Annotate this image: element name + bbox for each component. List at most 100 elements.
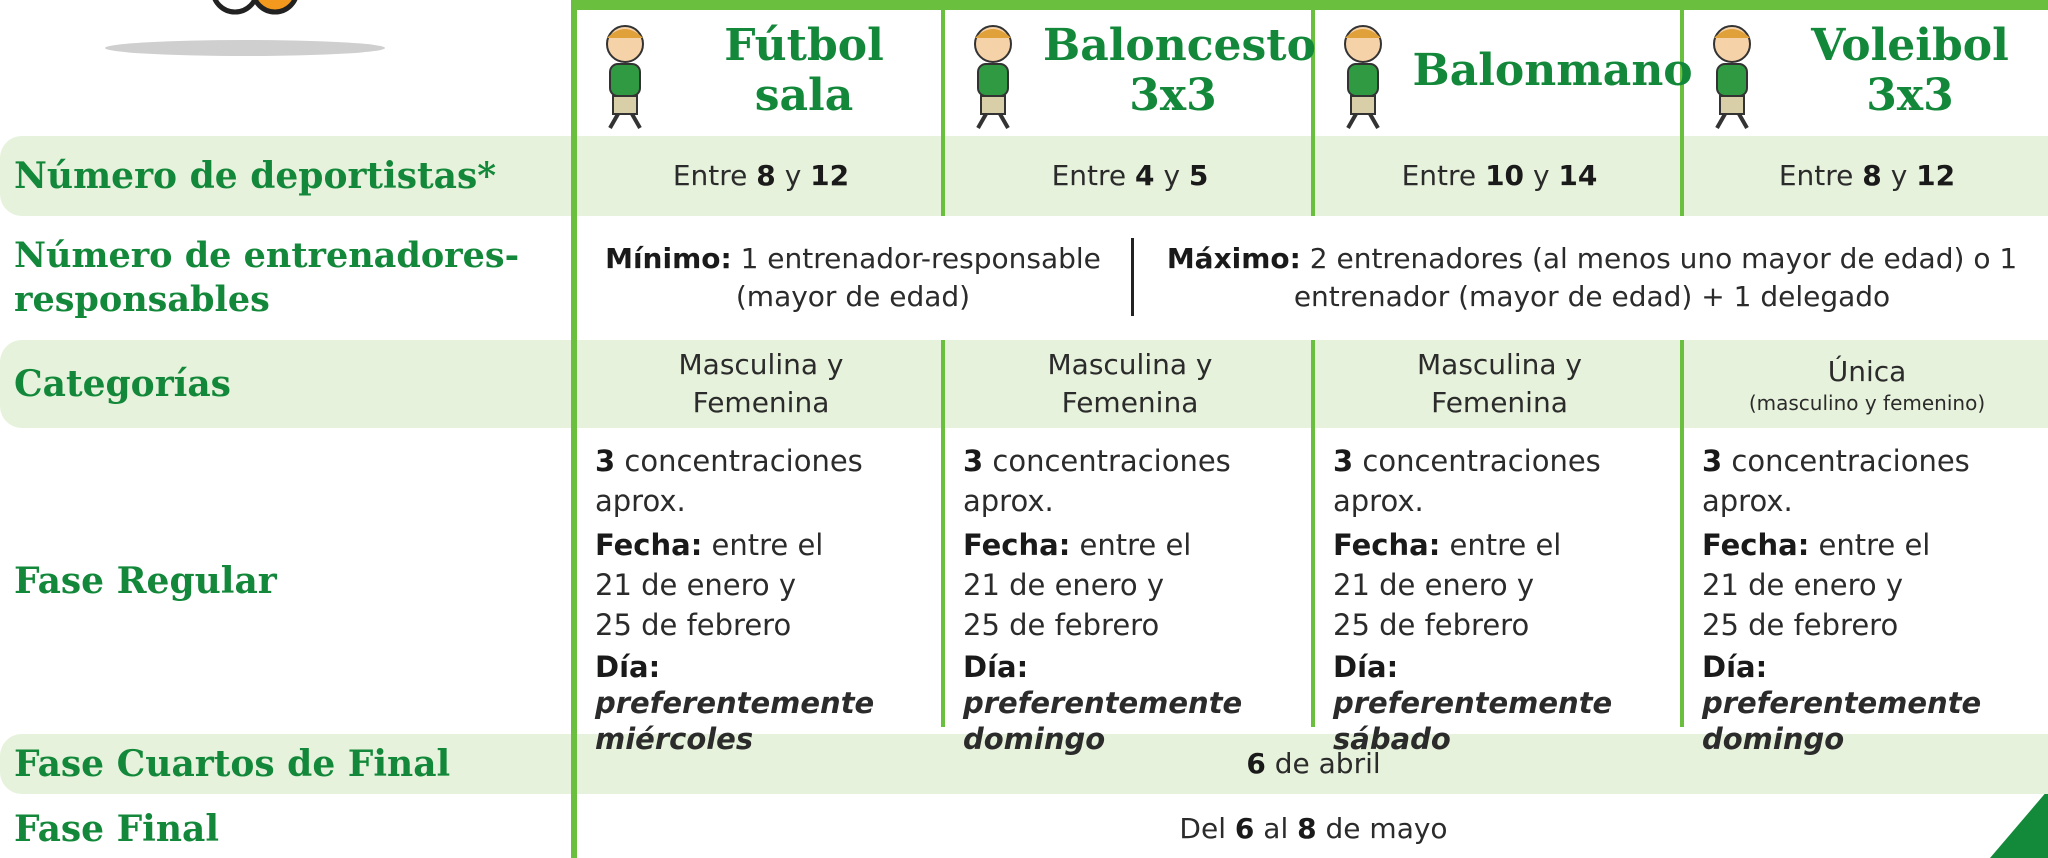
- coach-label: Mínimo:: [605, 242, 732, 275]
- day-text: preferentemente domingo: [1702, 686, 1982, 756]
- date-line: 25 de febrero: [1333, 608, 1530, 642]
- regular-cell: 3 concentraciones aprox. Fecha: entre el 2…: [1317, 435, 1682, 756]
- count-text: concentraciones aprox.: [1333, 444, 1601, 518]
- word: y: [1890, 159, 1908, 192]
- players-text: Entre 8 y 12: [673, 157, 849, 195]
- row-label-text: Fase Regular: [14, 560, 277, 602]
- category-name: Única: [1827, 355, 1907, 388]
- row-label: Fase Final: [14, 800, 574, 858]
- date-part: 8: [1297, 812, 1317, 845]
- coach-separator: [1131, 238, 1134, 316]
- category-name: Masculina y Femenina: [1047, 348, 1213, 419]
- players-text: Entre 10 y 14: [1402, 157, 1598, 195]
- column-separator: [1680, 0, 1684, 216]
- category-text: Masculina y Femenina: [1385, 346, 1615, 422]
- regular-cell: 3 concentraciones aprox. Fecha: entre el 2…: [1686, 435, 2048, 756]
- date-text: 6 de abril: [1246, 745, 1380, 783]
- regular-cell: 3 concentraciones aprox. Fecha: entre el 2…: [947, 435, 1313, 756]
- coach-text: Máximo: 2 entrenadores (al menos uno may…: [1146, 240, 2038, 316]
- date-line: 25 de febrero: [1702, 608, 1899, 642]
- word: Entre: [1401, 159, 1477, 192]
- players-text: Entre 4 y 5: [1052, 157, 1209, 195]
- count-line: 3 concentraciones aprox.: [1333, 441, 1633, 521]
- players-cell: Entre 4 y 5: [947, 136, 1313, 216]
- category-name: Masculina y Femenina: [678, 348, 844, 419]
- date-line: entre el: [1818, 528, 1931, 562]
- column-separator: [1311, 0, 1315, 216]
- date-part: al: [1263, 812, 1289, 845]
- column-separator: [1311, 340, 1315, 727]
- final-cell: Del 6 al 8 de mayo: [579, 800, 2048, 858]
- player-icon: [606, 25, 644, 129]
- date-part: de mayo: [1325, 812, 1448, 845]
- category-cell: Masculina y Femenina: [579, 340, 943, 428]
- row-label-text: Categorías: [14, 363, 231, 405]
- date-line: 21 de enero y: [963, 568, 1165, 602]
- date-line: 21 de enero y: [1702, 568, 1904, 602]
- column-separator: [1680, 340, 1684, 727]
- day-label: Día:: [595, 650, 661, 684]
- date-part: 6: [1246, 747, 1266, 780]
- coach-detail: 1 entrenador-responsable (mayor de edad): [735, 242, 1101, 313]
- row-label-text: Fase Cuartos de Final: [14, 743, 451, 785]
- word: y: [1532, 159, 1550, 192]
- row-label: Categorías: [14, 340, 574, 428]
- day-block: Día: preferentemente miércoles: [595, 649, 943, 757]
- date-part: 6: [1234, 812, 1255, 845]
- date-label: Fecha:: [1333, 528, 1441, 562]
- date-block: Fecha: entre el 21 de enero y 25 de febrer…: [1333, 525, 1682, 645]
- category-cell: Única (masculino y femenino): [1686, 340, 2048, 428]
- sport-header: Balonmano: [1313, 10, 1693, 132]
- date-line: entre el: [1079, 528, 1192, 562]
- sport-header: Baloncesto 3x3: [943, 10, 1316, 132]
- date-part: Del: [1179, 812, 1226, 845]
- number: 14: [1558, 159, 1598, 192]
- word: Entre: [672, 159, 748, 192]
- player-icon: [974, 25, 1012, 129]
- count-line: 3 concentraciones aprox.: [963, 441, 1263, 521]
- number: 8: [1862, 159, 1882, 192]
- players-text: Entre 8 y 12: [1779, 157, 1955, 195]
- regular-cell: 3 concentraciones aprox. Fecha: entre el 2…: [579, 435, 943, 756]
- category-cell: Masculina y Femenina: [1317, 340, 1682, 428]
- number: 4: [1135, 159, 1155, 192]
- date-label: Fecha:: [595, 528, 703, 562]
- date-block: Fecha: entre el 21 de enero y 25 de febrer…: [1702, 525, 2048, 645]
- date-line: entre el: [711, 528, 824, 562]
- category-name: Masculina y Femenina: [1417, 348, 1582, 419]
- date-part: de abril: [1274, 747, 1381, 780]
- count-text: concentraciones aprox.: [963, 444, 1231, 518]
- sport-name: Balonmano: [1412, 45, 1693, 96]
- sport-header: Voleibol 3x3: [1682, 10, 2048, 132]
- row-label: Fase Cuartos de Final: [14, 734, 574, 794]
- player-icon: [1713, 25, 1751, 129]
- day-block: Día: preferentemente sábado: [1333, 649, 1682, 757]
- row-label: Número de entrenadores-responsables: [14, 222, 574, 334]
- day-text: preferentemente miércoles: [595, 686, 875, 756]
- row-label: Fase Regular: [14, 435, 574, 727]
- coach-text: Mínimo: 1 entrenador-responsable (mayor …: [585, 240, 1121, 316]
- number: 5: [1188, 159, 1209, 192]
- coach-detail: 2 entrenadores (al menos uno mayor de ed…: [1293, 242, 2018, 313]
- day-text: preferentemente sábado: [1333, 686, 1613, 756]
- count-line: 3 concentraciones aprox.: [595, 441, 895, 521]
- column-separator: [941, 0, 945, 216]
- date-line: 25 de febrero: [595, 608, 792, 642]
- players-cell: Entre 8 y 12: [1686, 136, 2048, 216]
- logo: [212, 0, 298, 15]
- sport-header: Fútbol sala: [575, 10, 943, 132]
- date-line: 25 de febrero: [963, 608, 1160, 642]
- date-block: Fecha: entre el 21 de enero y 25 de febrer…: [963, 525, 1313, 645]
- date-label: Fecha:: [963, 528, 1071, 562]
- word: Entre: [1778, 159, 1854, 192]
- row-label-text: Número de deportistas*: [14, 155, 497, 197]
- day-label: Día:: [1333, 650, 1399, 684]
- row-label: Número de deportistas*: [14, 136, 574, 216]
- category-text: Masculina y Femenina: [646, 346, 876, 422]
- count: 3: [1333, 444, 1354, 478]
- column-separator: [941, 340, 945, 727]
- coach-cell: Máximo: 2 entrenadores (al menos uno may…: [1136, 222, 2048, 334]
- number: 10: [1485, 159, 1525, 192]
- category-text: Única (masculino y femenino): [1749, 353, 1985, 415]
- day-label: Día:: [1702, 650, 1768, 684]
